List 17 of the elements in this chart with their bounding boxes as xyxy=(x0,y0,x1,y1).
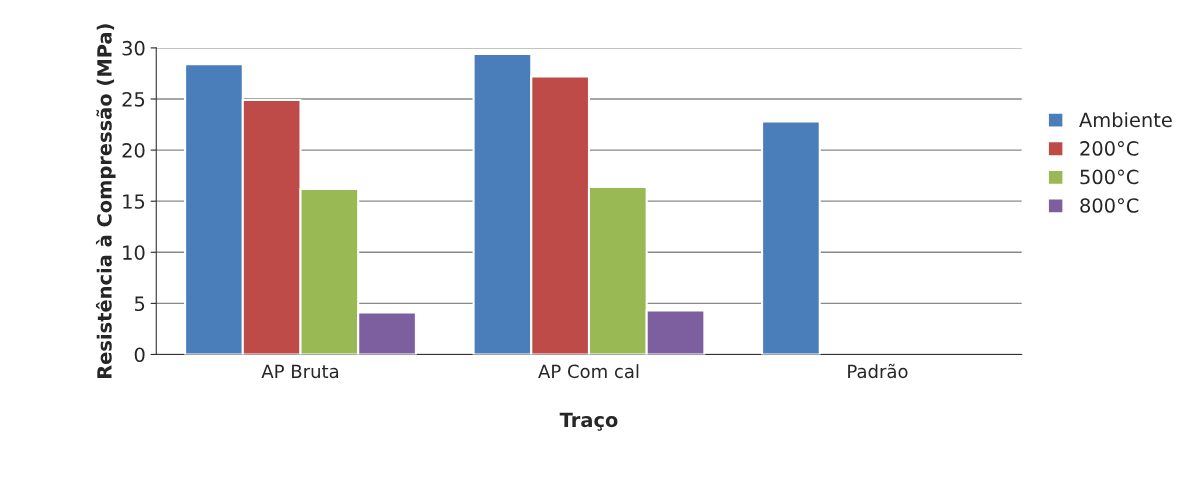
y-tick-label: 30 xyxy=(122,40,145,56)
y-tick-label: 25 xyxy=(122,91,145,107)
y-tick-label: 5 xyxy=(134,296,145,312)
legend-label: 200°C xyxy=(1080,141,1139,156)
bar xyxy=(761,120,821,355)
x-axis-title: Traço xyxy=(559,412,618,431)
legend-label: 800°C xyxy=(1080,198,1139,213)
y-tick-label: 20 xyxy=(122,143,145,158)
x-tick-label: AP Com cal xyxy=(538,364,639,379)
y-tick-label: 15 xyxy=(123,194,145,209)
y-axis-title: Resistência à Compressão (MPa) xyxy=(95,24,116,379)
y-tick-label: 10 xyxy=(123,245,145,260)
y-tick-label: 0 xyxy=(134,347,145,363)
x-tick-label: AP Bruta xyxy=(261,364,339,379)
legend-label: 500°C xyxy=(1080,169,1139,185)
legend-label: Ambiente xyxy=(1079,112,1172,128)
x-tick-label: Padrão xyxy=(848,363,908,379)
